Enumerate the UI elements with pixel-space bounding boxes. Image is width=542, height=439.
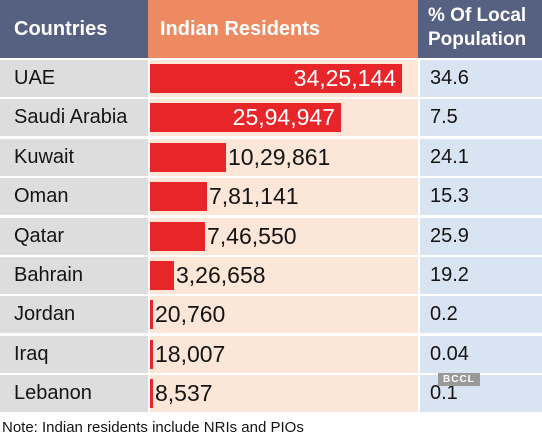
pct-cell: 25.9 [418,215,542,255]
residents-cell: 8,537 [148,373,418,413]
table-row: Jordan 20,760 0.2 [0,294,542,334]
pct-cell: 0.2 [418,294,542,334]
country-cell: Oman [0,176,148,216]
country-label: Saudi Arabia [14,106,128,129]
residents-value: 8,537 [155,380,213,407]
residents-cell: 18,007 [148,333,418,373]
table-row: Qatar 7,46,550 25.9 [0,215,542,255]
pct-value: 25.9 [430,224,469,247]
table-row: Oman 7,81,141 15.3 [0,176,542,216]
residents-bar [150,221,205,251]
footnote: Note: Indian residents include NRIs and … [2,419,304,436]
country-cell: Saudi Arabia [0,97,148,137]
table-row: Lebanon 8,537 0.1 [0,373,542,413]
header-countries: Countries [0,0,148,58]
pct-value: 0.2 [430,303,458,326]
residents-cell: 3,26,658 [148,255,418,294]
residents-value: 25,94,947 [232,104,335,131]
residents-value: 7,46,550 [207,222,297,249]
country-cell: Jordan [0,294,148,334]
pct-cell: 0.1 [418,373,542,413]
residents-value: 7,81,141 [209,183,299,210]
pct-value: 34.6 [430,67,469,89]
country-label: Iraq [14,342,49,365]
residents-value: 34,25,144 [293,65,396,91]
country-label: Lebanon [14,382,92,405]
residents-cell: 7,81,141 [148,176,418,216]
country-label: UAE [14,67,56,89]
residents-bar [150,142,226,172]
residents-cell: 10,29,861 [148,136,418,176]
country-cell: UAE [0,58,148,97]
residents-bar [150,103,341,133]
country-cell: Qatar [0,215,148,255]
pct-cell: 15.3 [418,176,542,216]
pct-cell: 7.5 [418,97,542,137]
pct-value: 0.1 [430,382,458,405]
header-pct-local-population: % Of Local Population [418,0,542,58]
residents-bar [150,300,153,330]
table-row: UAE 34,25,144 34.6 [0,58,542,97]
country-cell: Iraq [0,333,148,373]
residents-bar [150,182,207,212]
pct-value: 19.2 [430,264,469,286]
country-label: Oman [14,185,69,208]
residents-bar [150,339,153,369]
residents-value: 3,26,658 [176,262,266,288]
pct-value: 0.04 [430,342,469,365]
table-row: Saudi Arabia 25,94,947 7.5 [0,97,542,137]
pct-cell: 34.6 [418,58,542,97]
residents-value: 10,29,861 [228,143,331,170]
bccl-watermark: BCCL [438,373,480,386]
residents-cell: 25,94,947 [148,97,418,137]
header-pct-line1: % Of Local [428,5,527,26]
table-row: Iraq 18,007 0.04 [0,333,542,373]
country-label: Qatar [14,224,65,247]
country-cell: Lebanon [0,373,148,413]
table-row: Bahrain 3,26,658 19.2 [0,255,542,294]
pct-value: 7.5 [430,106,458,129]
residents-value: 18,007 [155,340,226,367]
header-pct-line2: Population [428,29,527,50]
residents-value: 20,760 [155,301,226,328]
country-cell: Bahrain [0,255,148,294]
header-indian-residents: Indian Residents [148,0,418,58]
table-row: Kuwait 10,29,861 24.1 [0,136,542,176]
country-label: Jordan [14,303,76,326]
country-cell: Kuwait [0,136,148,176]
residents-cell: 34,25,144 [148,58,418,97]
residents-cell: 7,46,550 [148,215,418,255]
pct-cell: 24.1 [418,136,542,176]
pct-value: 24.1 [430,145,469,168]
residents-bar [150,379,153,409]
country-label: Bahrain [14,264,83,286]
residents-bar [150,261,174,290]
country-label: Kuwait [14,145,75,168]
pct-cell: 19.2 [418,255,542,294]
pct-cell: 0.04 [418,333,542,373]
residents-bar [150,64,402,93]
pct-value: 15.3 [430,185,469,208]
residents-cell: 20,760 [148,294,418,334]
